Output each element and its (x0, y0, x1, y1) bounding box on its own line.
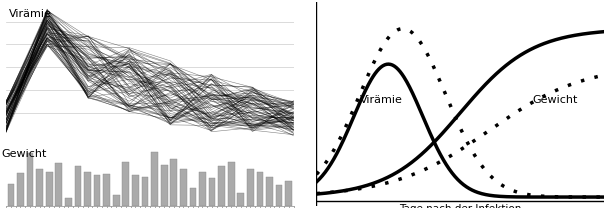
Bar (123, 162, 129, 206)
Bar (84, 172, 91, 206)
Bar (285, 181, 292, 206)
Bar (36, 169, 43, 206)
Bar (276, 185, 282, 206)
Bar (65, 198, 72, 206)
Bar (7, 184, 14, 206)
Bar (209, 178, 215, 206)
Bar (74, 166, 81, 206)
Text: Gewicht: Gewicht (1, 149, 47, 159)
Bar (228, 162, 235, 206)
Bar (27, 153, 34, 206)
Bar (142, 177, 148, 206)
Bar (170, 159, 177, 206)
Bar (151, 152, 158, 206)
Bar (257, 172, 264, 206)
Bar (237, 193, 244, 206)
Bar (180, 169, 187, 206)
Bar (103, 174, 110, 206)
Bar (94, 175, 101, 206)
Bar (132, 175, 139, 206)
Bar (161, 165, 168, 206)
Bar (266, 177, 273, 206)
Bar (190, 188, 196, 206)
Text: Gewicht: Gewicht (532, 95, 578, 105)
Text: Virämie: Virämie (360, 95, 403, 105)
Bar (46, 172, 52, 206)
Bar (113, 195, 120, 206)
Bar (218, 166, 225, 206)
Bar (56, 163, 62, 206)
Bar (247, 169, 254, 206)
Bar (17, 173, 24, 206)
Bar (199, 172, 206, 206)
Text: Virämie: Virämie (9, 9, 52, 19)
Text: Tage nach der Infektion: Tage nach der Infektion (399, 204, 522, 208)
